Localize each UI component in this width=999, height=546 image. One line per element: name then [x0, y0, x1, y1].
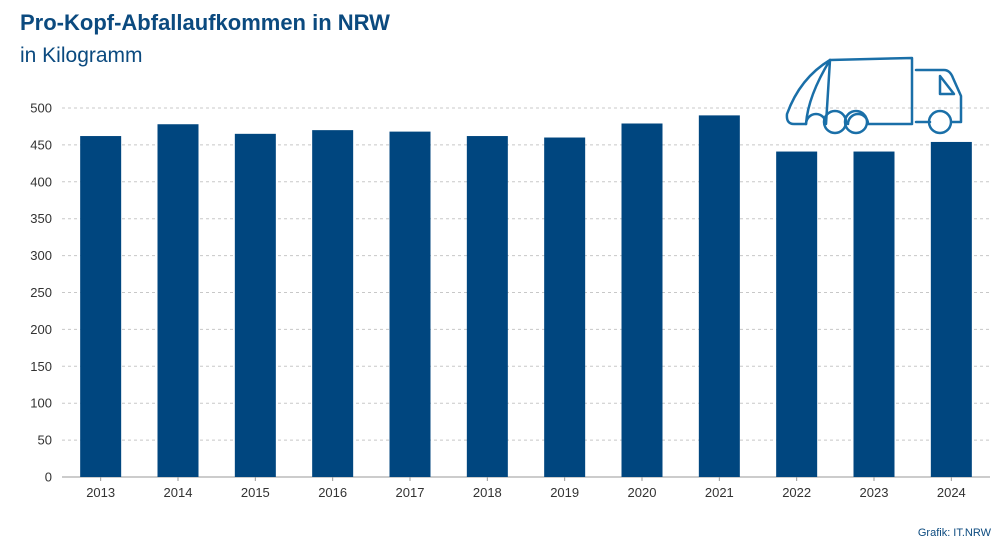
x-tick-label: 2015 — [241, 485, 270, 500]
y-tick-label: 50 — [38, 433, 52, 448]
bar-2018 — [466, 136, 508, 477]
bar-2020 — [621, 123, 663, 478]
x-tick-label: 2014 — [164, 485, 193, 500]
bar-2013 — [80, 136, 122, 477]
y-tick-label: 500 — [30, 101, 52, 116]
x-tick-label: 2019 — [550, 485, 579, 500]
chart-title: Pro-Kopf-Abfallaufkommen in NRW — [20, 10, 390, 35]
y-tick-label: 150 — [30, 359, 52, 374]
y-tick-label: 100 — [30, 396, 52, 411]
x-tick-label: 2023 — [860, 485, 889, 500]
x-tick-label: 2016 — [318, 485, 347, 500]
y-tick-label: 250 — [30, 285, 52, 300]
bar-2014 — [157, 124, 199, 478]
bar-2019 — [544, 137, 586, 477]
x-axis-ticks: 2013 2014 2015 2016 2017 2018 2019 2020 2021 2022… — [86, 477, 966, 500]
x-tick-label: 2024 — [937, 485, 966, 500]
x-tick-label: 2017 — [396, 485, 425, 500]
bar-2022 — [776, 151, 818, 478]
x-tick-label: 2020 — [628, 485, 657, 500]
garbage-truck-icon — [785, 56, 963, 135]
y-tick-label: 300 — [30, 248, 52, 263]
x-tick-label: 2022 — [782, 485, 811, 500]
y-tick-label: 200 — [30, 322, 52, 337]
y-axis-ticks: 0 50 100 150 200 250 300 350 400 450 500 — [30, 101, 52, 485]
bar-2023 — [853, 151, 895, 478]
bar-2016 — [312, 130, 354, 477]
chart-subtitle: in Kilogramm — [20, 44, 143, 67]
y-tick-label: 0 — [45, 470, 52, 485]
y-tick-label: 450 — [30, 137, 52, 152]
bar-2017 — [389, 131, 431, 477]
x-tick-label: 2018 — [473, 485, 502, 500]
bar-2021 — [698, 115, 740, 477]
gridlines — [62, 107, 990, 478]
source-credit: Grafik: IT.NRW — [917, 527, 991, 539]
y-tick-label: 350 — [30, 211, 52, 226]
bar-2024 — [930, 141, 972, 477]
x-tick-label: 2013 — [86, 485, 115, 500]
bar-2015 — [234, 133, 276, 477]
x-tick-label: 2021 — [705, 485, 734, 500]
y-tick-label: 400 — [30, 174, 52, 189]
bars — [80, 115, 972, 478]
